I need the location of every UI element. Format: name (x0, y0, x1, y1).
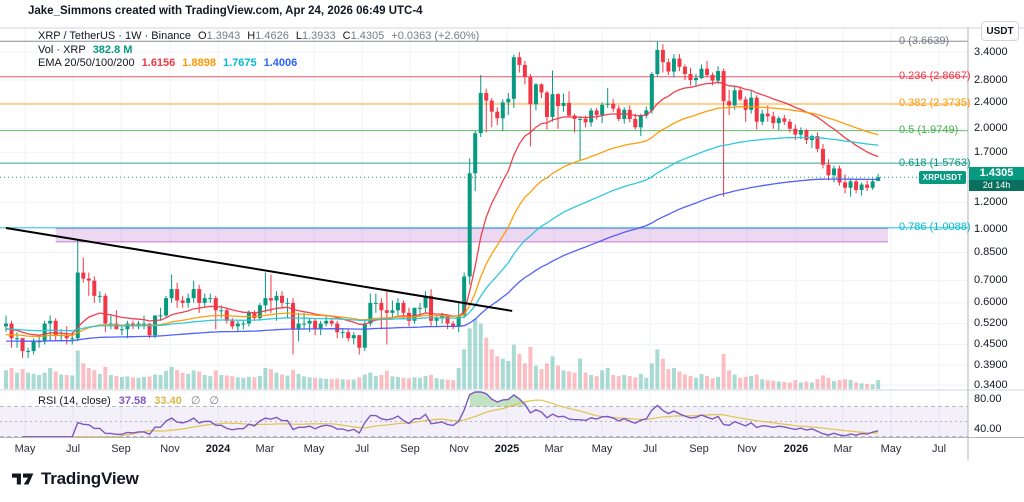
ohlc-value: 1.4305 (350, 30, 385, 42)
ohlc-key: O (198, 30, 207, 42)
ohlc-values: O1.3943 H1.4626 L1.3933 C1.4305 (191, 30, 384, 42)
last-price-axis-box: 1.4305 2d 14h (969, 167, 1024, 191)
ohlc-value: 1.3933 (302, 30, 336, 42)
ohlc-key: H (247, 30, 256, 42)
ohlc-value: 1.4626 (255, 30, 289, 42)
volume-legend-row: Vol · XRP 382.8 M (38, 44, 132, 56)
tradingview-logo-icon (12, 473, 34, 485)
ohlc-value: 1.3943 (206, 30, 241, 42)
change-value: +0.0363 (+2.60%) (391, 30, 480, 42)
ema-value: 1.7675 (222, 56, 257, 69)
attribution-line: Jake_Simmons created with TradingView.co… (28, 5, 423, 17)
price-line-symbol-badge: XRPUSDT (919, 171, 966, 184)
rsi-value: 37.58 (118, 395, 147, 407)
ohlc-key: C (342, 30, 351, 42)
tradingview-logo[interactable]: TradingView (12, 469, 139, 489)
rsi-hidden-input-icon: ∅ (190, 395, 201, 407)
ema-value: 1.6156 (141, 56, 176, 69)
bar-countdown: 2d 14h (969, 180, 1024, 191)
rsi-hidden-inputs: ∅ ∅ (182, 395, 219, 407)
last-price-value: 1.4305 (969, 167, 1024, 180)
ema-label[interactable]: EMA 20/50/100/200 (38, 56, 135, 69)
ema-value: 1.4006 (263, 56, 298, 69)
ohlc-key: L (295, 30, 302, 42)
ema-value: 1.8898 (182, 56, 216, 69)
volume-label[interactable]: Vol · XRP (38, 44, 86, 56)
currency-toggle-button[interactable]: USDT (981, 21, 1019, 41)
tradingview-logo-text: TradingView (41, 469, 139, 488)
rsi-legend-row: RSI (14, close) 37.58 33.40 ∅ ∅ (38, 394, 219, 407)
symbol-title[interactable]: XRP / TetherUS · 1W · Binance (38, 30, 192, 42)
ema-legend-row: EMA 20/50/100/200 1.6156 1.8898 1.7675 1.400… (38, 57, 297, 69)
ema-values: 1.6156 1.8898 1.7675 1.4006 (135, 57, 298, 69)
rsi-label[interactable]: RSI (14, close) (38, 395, 111, 407)
volume-value: 382.8 M (92, 44, 133, 56)
rsi-hidden-input-icon: ∅ (209, 395, 219, 407)
rsi-ma-value: 33.40 (154, 395, 182, 407)
symbol-legend-row: XRP / TetherUS · 1W · Binance O1.3943 H1.4… (38, 30, 479, 42)
